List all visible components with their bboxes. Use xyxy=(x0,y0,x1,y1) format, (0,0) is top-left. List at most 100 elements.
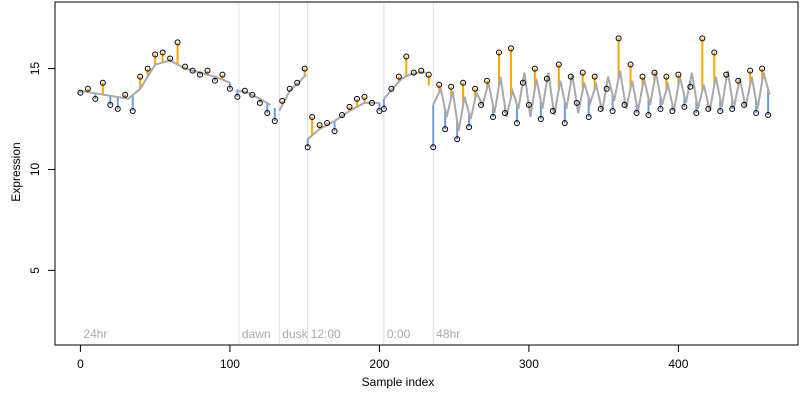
observed-point xyxy=(316,122,323,129)
observed-point xyxy=(249,91,256,98)
plot-area: 24hr dawn dusk 12:00 0:00 48hr xyxy=(83,2,460,345)
observed-point xyxy=(681,103,688,110)
x-tick-label: 0 xyxy=(77,357,84,371)
observed-point xyxy=(567,73,574,80)
condition-label: 48hr xyxy=(436,327,460,341)
axes: 0 100 200 300 400 5 10 15 xyxy=(28,62,689,371)
observed-point xyxy=(717,107,724,114)
observed-point xyxy=(472,85,479,92)
y-tick-label: 10 xyxy=(28,162,42,176)
fitted-line xyxy=(238,89,271,106)
observed-point xyxy=(484,77,491,84)
observed-point xyxy=(525,101,532,108)
observed-point xyxy=(84,85,91,92)
observed-point xyxy=(466,124,473,131)
fitted-line xyxy=(278,73,307,112)
x-tick-label: 100 xyxy=(220,357,240,371)
observed-point xyxy=(633,109,640,116)
observed-point xyxy=(279,97,286,104)
observed-point xyxy=(137,73,144,80)
observed-point xyxy=(368,99,375,106)
observed-point xyxy=(723,71,730,78)
observed-point xyxy=(304,144,311,151)
observed-point xyxy=(597,105,604,112)
observed-point xyxy=(234,93,241,100)
observed-point xyxy=(436,81,443,88)
observed-point xyxy=(687,83,694,90)
observed-point xyxy=(77,89,84,96)
condition-label: 0:00 xyxy=(387,327,411,341)
observed-point xyxy=(490,114,497,121)
observed-point xyxy=(501,109,508,116)
x-axis-title: Sample index xyxy=(362,375,435,389)
observed-point xyxy=(627,61,634,68)
observed-point xyxy=(591,73,598,80)
observed-point xyxy=(442,126,449,133)
observed-point xyxy=(114,105,121,112)
observed-point xyxy=(425,71,432,78)
observed-point xyxy=(167,55,174,62)
observed-point xyxy=(549,107,556,114)
observed-point xyxy=(585,114,592,121)
observed-point xyxy=(747,67,754,74)
y-tick-label: 5 xyxy=(28,267,42,274)
observed-point xyxy=(448,83,455,90)
observed-point xyxy=(226,85,233,92)
condition-label: 12:00 xyxy=(311,327,341,341)
observed-point xyxy=(309,114,316,121)
observed-point xyxy=(513,120,520,127)
observed-point xyxy=(454,136,461,143)
observed-point xyxy=(211,77,218,84)
x-tick-label: 200 xyxy=(369,357,389,371)
fitted-line xyxy=(306,101,380,140)
observed-point xyxy=(478,101,485,108)
observed-point xyxy=(331,128,338,135)
observed-point xyxy=(129,107,136,114)
observed-point xyxy=(361,93,368,100)
observed-point xyxy=(531,65,538,72)
observed-point xyxy=(264,109,271,116)
observed-point xyxy=(380,105,387,112)
observed-point xyxy=(152,51,159,58)
observed-point xyxy=(388,85,395,92)
observed-point xyxy=(705,105,712,112)
observed-point xyxy=(537,116,544,123)
observed-point xyxy=(735,77,742,84)
y-axis-title: Expression xyxy=(9,142,23,201)
observed-point xyxy=(256,99,263,106)
observed-point xyxy=(609,107,616,114)
y-tick-label: 15 xyxy=(28,62,42,76)
condition-label: dusk xyxy=(282,327,308,341)
observed-point xyxy=(741,101,748,108)
observed-point xyxy=(339,111,346,118)
observed-point xyxy=(669,107,676,114)
observed-point xyxy=(324,120,331,127)
condition-label: dawn xyxy=(242,327,271,341)
observed-point xyxy=(460,79,467,86)
observed-point xyxy=(507,45,514,52)
observed-point xyxy=(430,144,437,151)
observed-point xyxy=(651,69,658,76)
condition-label: 24hr xyxy=(83,327,107,341)
observed-point xyxy=(543,75,550,82)
observed-point xyxy=(271,118,278,125)
observed-point xyxy=(286,85,293,92)
observed-point xyxy=(615,35,622,42)
x-tick-label: 400 xyxy=(668,357,688,371)
observed-point xyxy=(759,65,766,72)
observed-point xyxy=(603,85,610,92)
observed-point xyxy=(144,65,151,72)
observed-point xyxy=(519,79,526,86)
observed-point xyxy=(418,67,425,74)
plot-frame xyxy=(54,1,799,346)
observed-point xyxy=(579,69,586,76)
observed-point xyxy=(645,111,652,118)
observed-point xyxy=(346,103,353,110)
observed-point xyxy=(657,105,664,112)
observed-point xyxy=(197,71,204,78)
observed-point xyxy=(765,111,772,118)
observed-point xyxy=(241,87,248,94)
observed-point xyxy=(92,95,99,102)
observed-point xyxy=(107,101,114,108)
